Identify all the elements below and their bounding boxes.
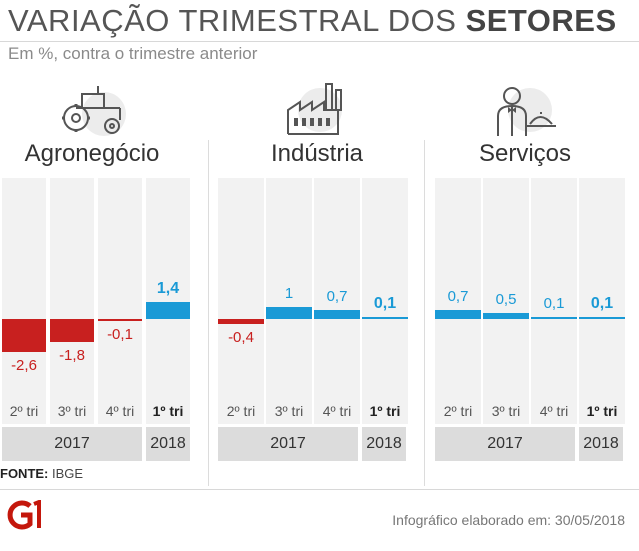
credit-note: Infográfico elaborado em: 30/05/2018: [392, 512, 625, 528]
column-background: [435, 178, 481, 424]
data-label: 0,7: [326, 288, 348, 306]
sector-title-industria: Indústria: [270, 140, 364, 167]
column-background: [146, 178, 190, 424]
bar: [531, 317, 577, 319]
bar: [98, 319, 142, 321]
source-value: IBGE: [52, 466, 84, 481]
column-background: [218, 178, 264, 424]
data-label: 0,7: [447, 288, 469, 306]
year-label: 2017: [435, 427, 575, 461]
data-label: 1,4: [156, 279, 180, 297]
bar: [146, 301, 190, 319]
bar: [435, 310, 481, 319]
title-regular: VARIAÇÃO TRIMESTRAL DOS: [8, 3, 457, 38]
title-divider: [0, 41, 639, 42]
column-background: [362, 178, 408, 424]
g1-logo: [7, 500, 41, 530]
year-label: 2017: [218, 427, 358, 461]
data-label: 1: [284, 284, 294, 302]
data-label: 0,1: [590, 295, 614, 312]
tick-label: 2º tri: [9, 403, 39, 419]
tick-label: 2º tri: [443, 403, 473, 419]
data-label: -1,8: [59, 346, 85, 364]
bar: [50, 319, 94, 342]
tick-label: 1º tri: [152, 403, 184, 419]
data-label: -0,1: [107, 326, 133, 343]
data-label: 0,1: [543, 295, 565, 312]
panel-divider: [208, 140, 209, 486]
column-background: [50, 178, 94, 424]
column-background: [531, 178, 577, 424]
chart-title: VARIAÇÃO TRIMESTRAL DOS SETORES: [8, 2, 617, 40]
bar: [314, 310, 360, 319]
footer-divider: [0, 489, 639, 490]
bar: [579, 317, 625, 319]
bar: [483, 312, 529, 319]
tick-label: 4º tri: [105, 403, 135, 419]
waiter-icon: [497, 87, 556, 136]
tick-label: 2º tri: [226, 403, 256, 419]
title-bold: SETORES: [465, 3, 617, 38]
chart-subtitle: Em %, contra o trimestre anterior: [8, 44, 258, 63]
data-label: 0,5: [495, 290, 517, 308]
column-background: [314, 178, 360, 424]
tick-label: 1º tri: [369, 403, 401, 419]
source-label: FONTE:: [0, 466, 49, 481]
sector-title-agronegocio: Agronegócio: [24, 140, 160, 167]
column-background: [98, 178, 142, 424]
factory-icon: [287, 83, 342, 135]
sector-title-servicos: Serviços: [478, 140, 572, 167]
year-label: 2018: [146, 427, 190, 461]
data-label: -0,4: [228, 329, 254, 346]
data-label: 0,1: [373, 295, 397, 312]
tick-label: 4º tri: [539, 403, 569, 419]
column-background: [579, 178, 625, 424]
tick-label: 1º tri: [586, 403, 618, 419]
source-note: FONTE: IBGE: [0, 466, 83, 481]
column-background: [483, 178, 529, 424]
tick-label: 3º tri: [274, 403, 304, 419]
tractor-icon: [62, 86, 126, 136]
data-label: -2,6: [11, 356, 37, 374]
tick-label: 3º tri: [491, 403, 521, 419]
year-label: 2018: [579, 427, 623, 461]
bar: [266, 306, 312, 319]
bar: [2, 319, 46, 352]
column-background: [266, 178, 312, 424]
tick-label: 4º tri: [322, 403, 352, 419]
panel-divider: [424, 140, 425, 486]
year-label: 2018: [362, 427, 406, 461]
tick-label: 3º tri: [57, 403, 87, 419]
bar: [218, 319, 264, 324]
bar: [362, 317, 408, 319]
column-background: [2, 178, 46, 424]
year-label: 2017: [2, 427, 142, 461]
